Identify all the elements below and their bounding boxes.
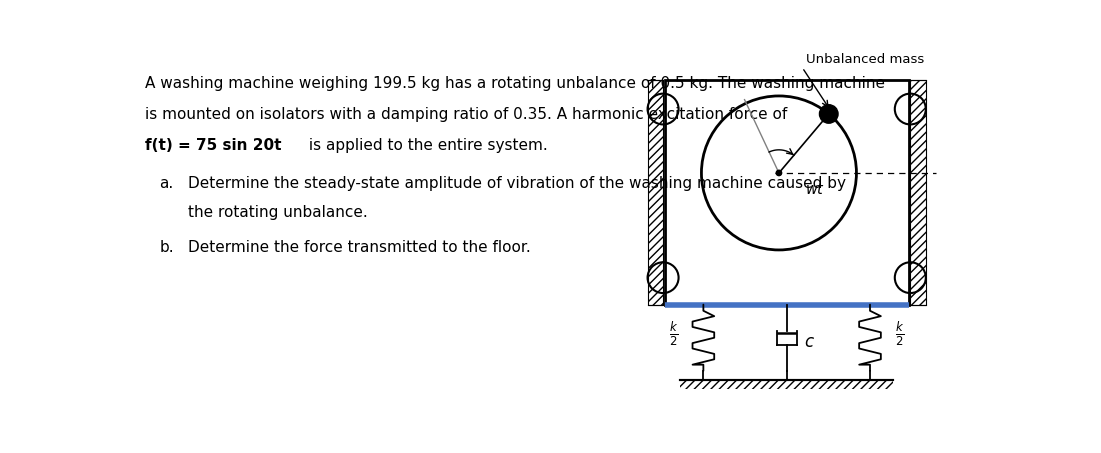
Text: is applied to the entire system.: is applied to the entire system. (304, 138, 548, 153)
Circle shape (819, 105, 838, 123)
Text: a.: a. (160, 176, 174, 191)
Text: is mounted on isolators with a damping ratio of 0.35. A harmonic excitation forc: is mounted on isolators with a damping r… (145, 107, 787, 122)
Bar (665, 80, 908, 304)
Text: Determine the force transmitted to the floor.: Determine the force transmitted to the f… (188, 240, 531, 255)
Text: $\frac{k}{2}$: $\frac{k}{2}$ (895, 320, 904, 348)
Bar (647, 80, 663, 304)
Text: wt: wt (806, 182, 824, 197)
Text: $\frac{k}{2}$: $\frac{k}{2}$ (669, 320, 678, 348)
Circle shape (776, 170, 782, 176)
Text: Unbalanced mass: Unbalanced mass (806, 53, 925, 66)
Text: A washing machine weighing 199.5 kg has a rotating unbalance of 0.5 kg. The wash: A washing machine weighing 199.5 kg has … (145, 76, 885, 91)
Bar (911, 80, 926, 304)
Text: $c$: $c$ (804, 333, 815, 351)
Text: Determine the steady-state amplitude of vibration of the washing machine caused : Determine the steady-state amplitude of … (188, 176, 846, 191)
Text: f(t) = 75 sin 20t: f(t) = 75 sin 20t (145, 138, 282, 153)
Text: the rotating unbalance.: the rotating unbalance. (188, 205, 368, 220)
Text: b.: b. (160, 240, 174, 255)
Bar (680, 380, 893, 389)
